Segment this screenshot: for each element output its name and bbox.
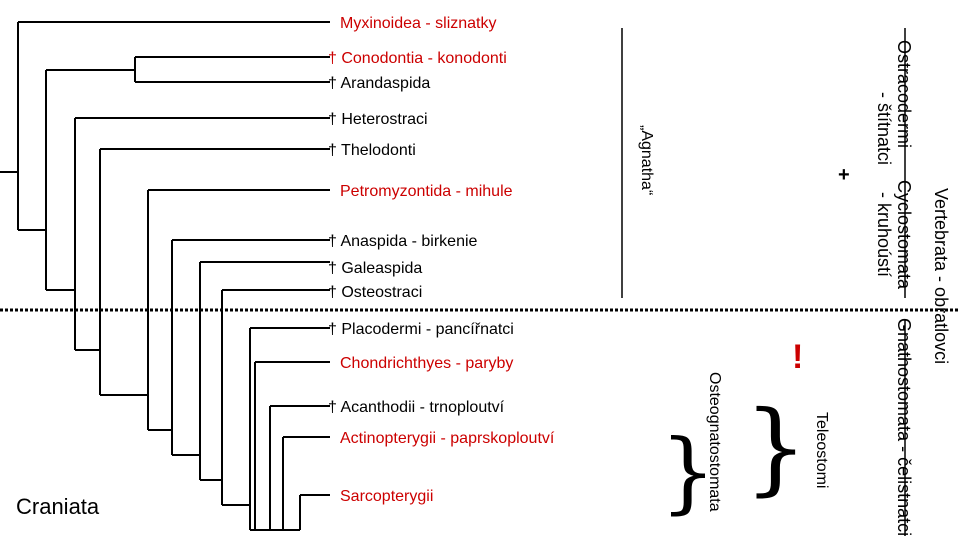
group-agnatha: „Agnatha“ [638, 125, 655, 195]
group-osteognatostomata: Osteognatostomata [706, 372, 723, 512]
plus-mark: + [838, 164, 850, 186]
taxon-petromyzontida: Petromyzontida - mihule [340, 183, 513, 200]
taxon-thelodonti: † Thelodonti [328, 142, 416, 159]
taxon-osteostraci: † Osteostraci [328, 284, 422, 301]
group-cyclostomata: Cyclostomata [894, 180, 914, 290]
taxon-chondrichthyes: Chondrichthyes - paryby [340, 355, 513, 372]
taxon-actinopterygii: Actinopterygii - paprskoploutví [340, 430, 555, 447]
taxon-placodermi: † Placodermi - pancířnatci [328, 321, 514, 338]
group-ostracodermi-czech: - štítnatci [874, 92, 894, 165]
taxon-myxinoidea: Myxinoidea - sliznatky [340, 15, 497, 32]
group-teleostomi: Teleostomi [813, 412, 830, 488]
group-ostracodermi: Ostracodermi [894, 40, 914, 148]
group-vertebrata: Vertebrata - obratlovci [931, 188, 951, 364]
root-label-craniata: Craniata [16, 494, 100, 519]
taxon-sarcopterygii: Sarcopterygii [340, 488, 433, 505]
taxon-arandaspida: † Arandaspida [328, 75, 430, 92]
brace-teleostomi: } [744, 389, 808, 506]
taxon-galeaspida: † Galeaspida [328, 260, 422, 277]
tree-branches [0, 21, 330, 531]
taxon-acanthodii: † Acanthodii - trnoploutví [328, 399, 505, 416]
group-gnathostomata: Gnathostomata - čelistnatci [894, 318, 914, 536]
exclamation-mark: ! [792, 338, 803, 376]
brace-osteognatostomata: } [660, 420, 716, 523]
taxon-conodontia: † Conodontia - konodonti [328, 50, 507, 67]
group-cyclostomata-czech: - kruhoústí [874, 192, 894, 277]
taxon-anaspida: † Anaspida - birkenie [328, 233, 478, 250]
taxon-heterostraci: † Heterostraci [328, 111, 428, 128]
